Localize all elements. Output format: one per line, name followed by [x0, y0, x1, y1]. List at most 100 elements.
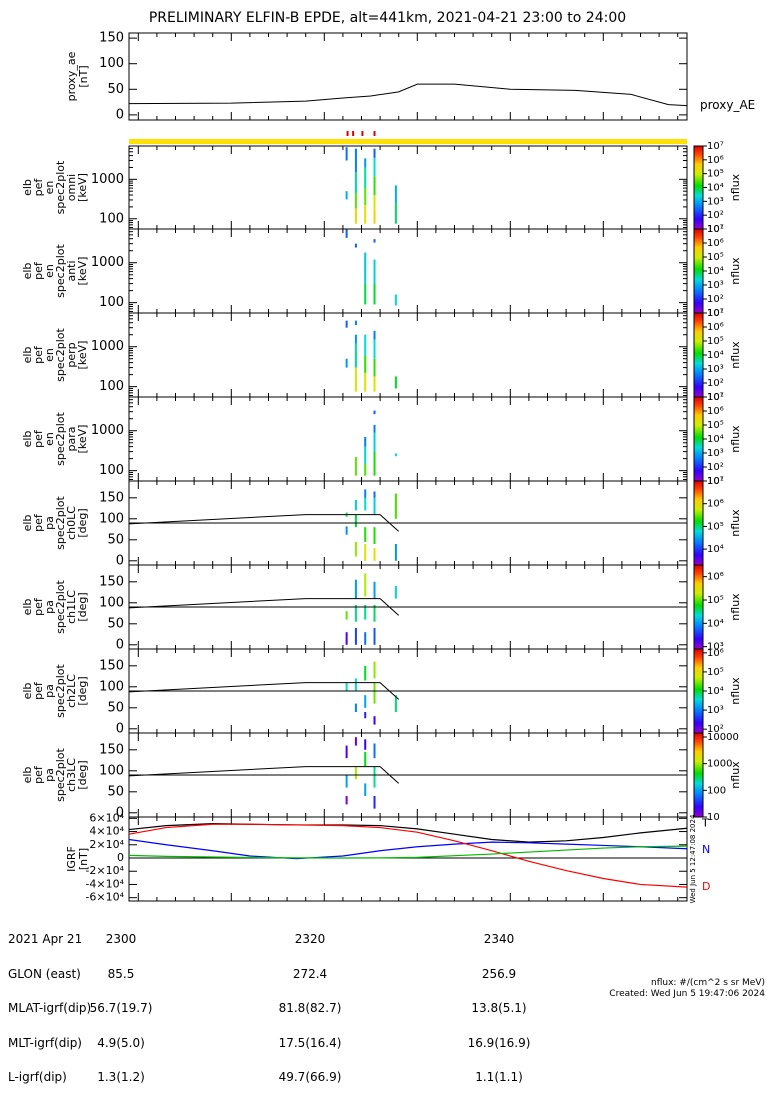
colorbar-tick-label: 10⁷ — [707, 308, 724, 319]
colorbar — [693, 145, 704, 230]
colorbar-tick-label: 10⁵ — [707, 336, 724, 347]
y-axis-label: perp — [65, 342, 78, 367]
y-tick-label: 100 — [99, 211, 124, 226]
y-tick-label: 100 — [99, 379, 124, 394]
y-axis-label: [deg] — [76, 676, 89, 705]
units-note: nflux: #/(cm^2 s sr MeV) — [651, 978, 765, 988]
colorbar-tick-label: 10¹ — [707, 308, 724, 319]
colorbar-tick-label: 10⁶ — [707, 648, 724, 659]
y-tick-label: 0 — [116, 553, 124, 568]
created-stamp: Created: Wed Jun 5 19:47:06 2024 — [609, 989, 765, 999]
colorbar-tick-label: 10² — [707, 378, 724, 389]
y-axis-label: para — [65, 427, 78, 452]
footer-value: 2340 — [483, 932, 515, 946]
footer-labels: 2021 Apr 21 GLON (east) MLAT-igrf(dip) M… — [8, 911, 91, 1095]
y-tick-label: 0 — [116, 637, 124, 652]
proxy-ae-legend: proxy_AE — [700, 98, 755, 112]
colorbar-tick-label: 10² — [707, 462, 724, 473]
y-axis-label: spec2plot — [54, 412, 67, 466]
colorbar-tick-label: 10² — [707, 210, 724, 221]
y-axis-label: [keV] — [76, 173, 89, 202]
y-axis-label: ch2LC — [65, 674, 78, 708]
colorbar-tick-label: 10 — [707, 812, 720, 823]
footer-value: 1.1(1.1) — [475, 1070, 523, 1084]
proxy-ae-line — [128, 83, 688, 107]
y-tick-label: 0 — [116, 107, 124, 122]
footer-value: 4.9(5.0) — [97, 1035, 145, 1050]
y-axis-label: pef — [32, 261, 45, 280]
y-axis-label: elb — [21, 683, 34, 700]
y-tick-label: 100 — [99, 511, 124, 526]
colorbar-tick-label: 10⁵ — [707, 169, 724, 180]
y-tick-label: 150 — [99, 742, 124, 757]
y-axis-label: [keV] — [76, 425, 89, 454]
colorbar-tick-label: 10⁶ — [707, 572, 724, 583]
colorbar-tick-label: 100 — [707, 785, 726, 796]
colorbar-tick-label: 10⁴ — [707, 618, 724, 629]
timestamp-label: Wed Jun 5 12:47:08 2024 — [689, 814, 697, 903]
footer-value: 56.7(19.7) — [89, 1001, 153, 1015]
y-axis-label: elb — [21, 431, 34, 448]
colorbar-label: nflux — [729, 257, 742, 285]
y-axis-label: pef — [32, 597, 45, 616]
colorbar-tick-label: 10¹ — [707, 476, 724, 487]
y-tick-label: 4×10⁴ — [89, 825, 124, 838]
colorbar-tick-label: 10¹ — [707, 224, 724, 235]
y-tick-label: 100 — [99, 295, 124, 310]
colorbar-tick-label: 10¹ — [707, 392, 724, 403]
y-axis-label: [keV] — [76, 341, 89, 370]
y-axis-label: anti — [65, 260, 78, 281]
y-axis-label: pa — [43, 516, 56, 530]
colorbar — [693, 396, 704, 482]
y-axis-label: ch0LC — [65, 506, 78, 540]
y-tick-label: 1000 — [91, 339, 124, 354]
footer-row-mlat-label: MLAT-igrf(dip) — [8, 1001, 92, 1015]
panel-frame-proxy_ae — [128, 32, 688, 121]
y-axis-label: pef — [32, 178, 45, 197]
colorbar-label: nflux — [729, 341, 742, 369]
y-tick-label: 0 — [117, 851, 124, 864]
footer-col-2300: 2300 85.5 56.7(19.7) 4.9(5.0) 1.3(1.2) — [86, 911, 156, 1095]
loss-cone-line — [128, 598, 400, 616]
colorbar-tick-label: 10⁶ — [707, 322, 724, 333]
y-tick-label: 150 — [99, 490, 124, 505]
panel-frame-en_perp — [128, 312, 688, 398]
footer-value: 2320 — [294, 932, 326, 946]
colorbar-tick-label: 10⁷ — [707, 476, 724, 487]
y-axis-label: en — [43, 432, 56, 446]
footer-value: 13.8(5.1) — [471, 1001, 527, 1015]
y-axis-label: pef — [32, 513, 45, 532]
y-tick-label: 100 — [99, 763, 124, 778]
loss-cone-line — [128, 682, 400, 700]
colorbar-tick-label: 10⁵ — [707, 252, 724, 263]
y-tick-label: 50 — [107, 82, 124, 97]
y-axis-label: elb — [21, 179, 34, 196]
y-axis-label: [deg] — [76, 760, 89, 789]
panel-frame-en_anti — [128, 228, 688, 314]
colorbar-tick-label: 10⁶ — [707, 155, 724, 166]
y-tick-label: 0 — [116, 805, 124, 820]
y-tick-label: 1000 — [91, 172, 124, 187]
y-axis-label: omni — [65, 174, 78, 201]
colorbar-label: nflux — [729, 761, 742, 789]
colorbar — [693, 228, 704, 314]
y-axis-label: pef — [32, 765, 45, 784]
colorbar-tick-label: 10⁶ — [707, 499, 724, 510]
colorbar-tick-label: 10³ — [707, 280, 724, 291]
footer-row-date-label: 2021 Apr 21 — [8, 932, 83, 946]
footer-col-2320: 2320 272.4 81.8(82.7) 17.5(16.4) 49.7(66… — [275, 911, 345, 1095]
colorbar-tick-label: 1000 — [707, 759, 732, 770]
y-axis-label: pef — [32, 345, 45, 364]
y-tick-label: 50 — [107, 532, 124, 547]
y-tick-label: 50 — [107, 700, 124, 715]
y-axis-label: [deg] — [76, 508, 89, 537]
igrf-legend-label: D — [702, 880, 710, 893]
y-tick-label: 150 — [99, 574, 124, 589]
y-axis-label: en — [43, 348, 56, 362]
y-axis-label: elb — [21, 515, 34, 532]
panel-frame-en_omni — [128, 145, 688, 230]
loss-cone-line — [128, 766, 400, 784]
y-tick-label: -4×10⁴ — [85, 877, 124, 890]
colorbar-tick-label: 10⁷ — [707, 224, 724, 235]
y-tick-label: 50 — [107, 616, 124, 631]
